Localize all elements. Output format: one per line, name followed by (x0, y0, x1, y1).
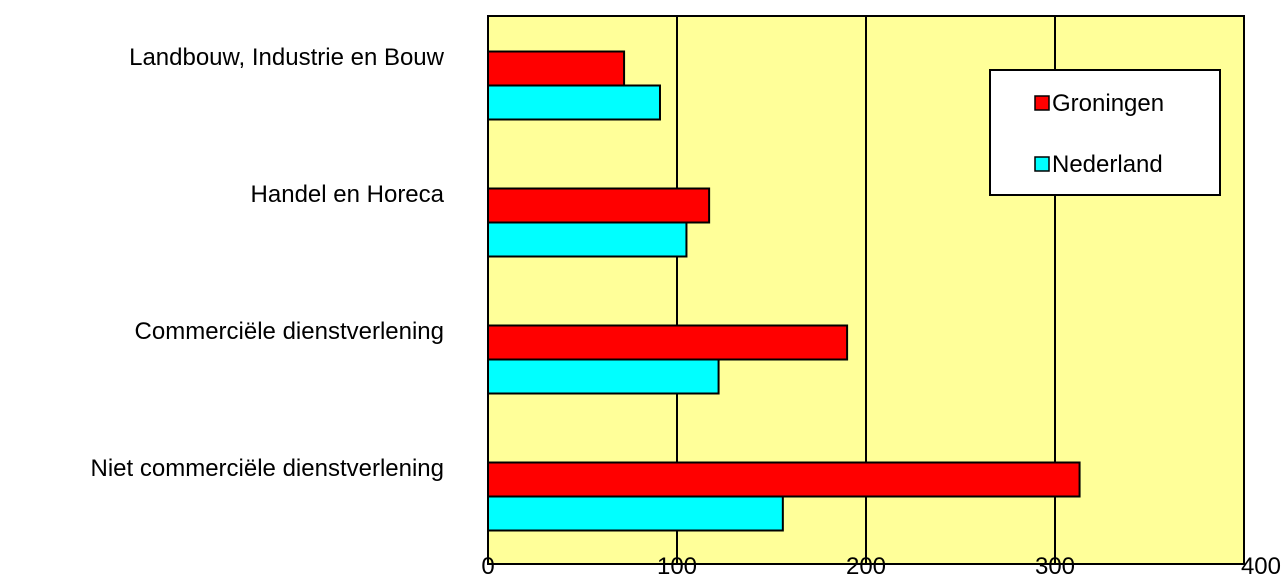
x-tick-label-100: 100 (657, 553, 697, 580)
x-tick-label-400: 400 (1241, 553, 1281, 580)
bar-groningen-niet-commerciele-dienstverlening (487, 461, 1081, 498)
bar-groningen-commerciele-dienstverlening (487, 324, 849, 361)
x-tick-labels: 0 100 200 300 400 (481, 553, 1281, 580)
bar-nederland-landbouw-industrie-en-bouw (487, 84, 661, 121)
legend-box (989, 69, 1221, 196)
category-label-landbouw-industrie-en-bouw: Landbouw, Industrie en Bouw (129, 44, 445, 71)
legend-swatch-nederland (1034, 156, 1050, 172)
bar-groningen-handel-en-horeca (487, 187, 711, 224)
bar-nederland-handel-en-horeca (487, 221, 688, 258)
legend-label-nederland: Nederland (1052, 151, 1163, 178)
legend-label-groningen: Groningen (1052, 90, 1164, 117)
bar-groningen-landbouw-industrie-en-bouw (487, 50, 626, 87)
category-labels: Landbouw, Industrie en Bouw Handel en Hor… (91, 44, 445, 482)
x-tick-label-200: 200 (846, 553, 886, 580)
legend: Groningen Nederland (989, 69, 1221, 196)
x-tick-label-0: 0 (481, 553, 494, 580)
bar-nederland-niet-commerciele-dienstverlening (487, 495, 784, 532)
category-label-handel-en-horeca: Handel en Horeca (251, 181, 445, 208)
bar-nederland-commerciele-dienstverlening (487, 358, 720, 395)
category-label-niet-commerciele-dienstverlening: Niet commerciële dienstverlening (91, 455, 444, 482)
legend-swatch-groningen (1034, 95, 1050, 111)
bars (487, 50, 1081, 532)
x-tick-label-300: 300 (1035, 553, 1075, 580)
category-label-commerciele-dienstverlening: Commerciële dienstverlening (135, 318, 444, 345)
